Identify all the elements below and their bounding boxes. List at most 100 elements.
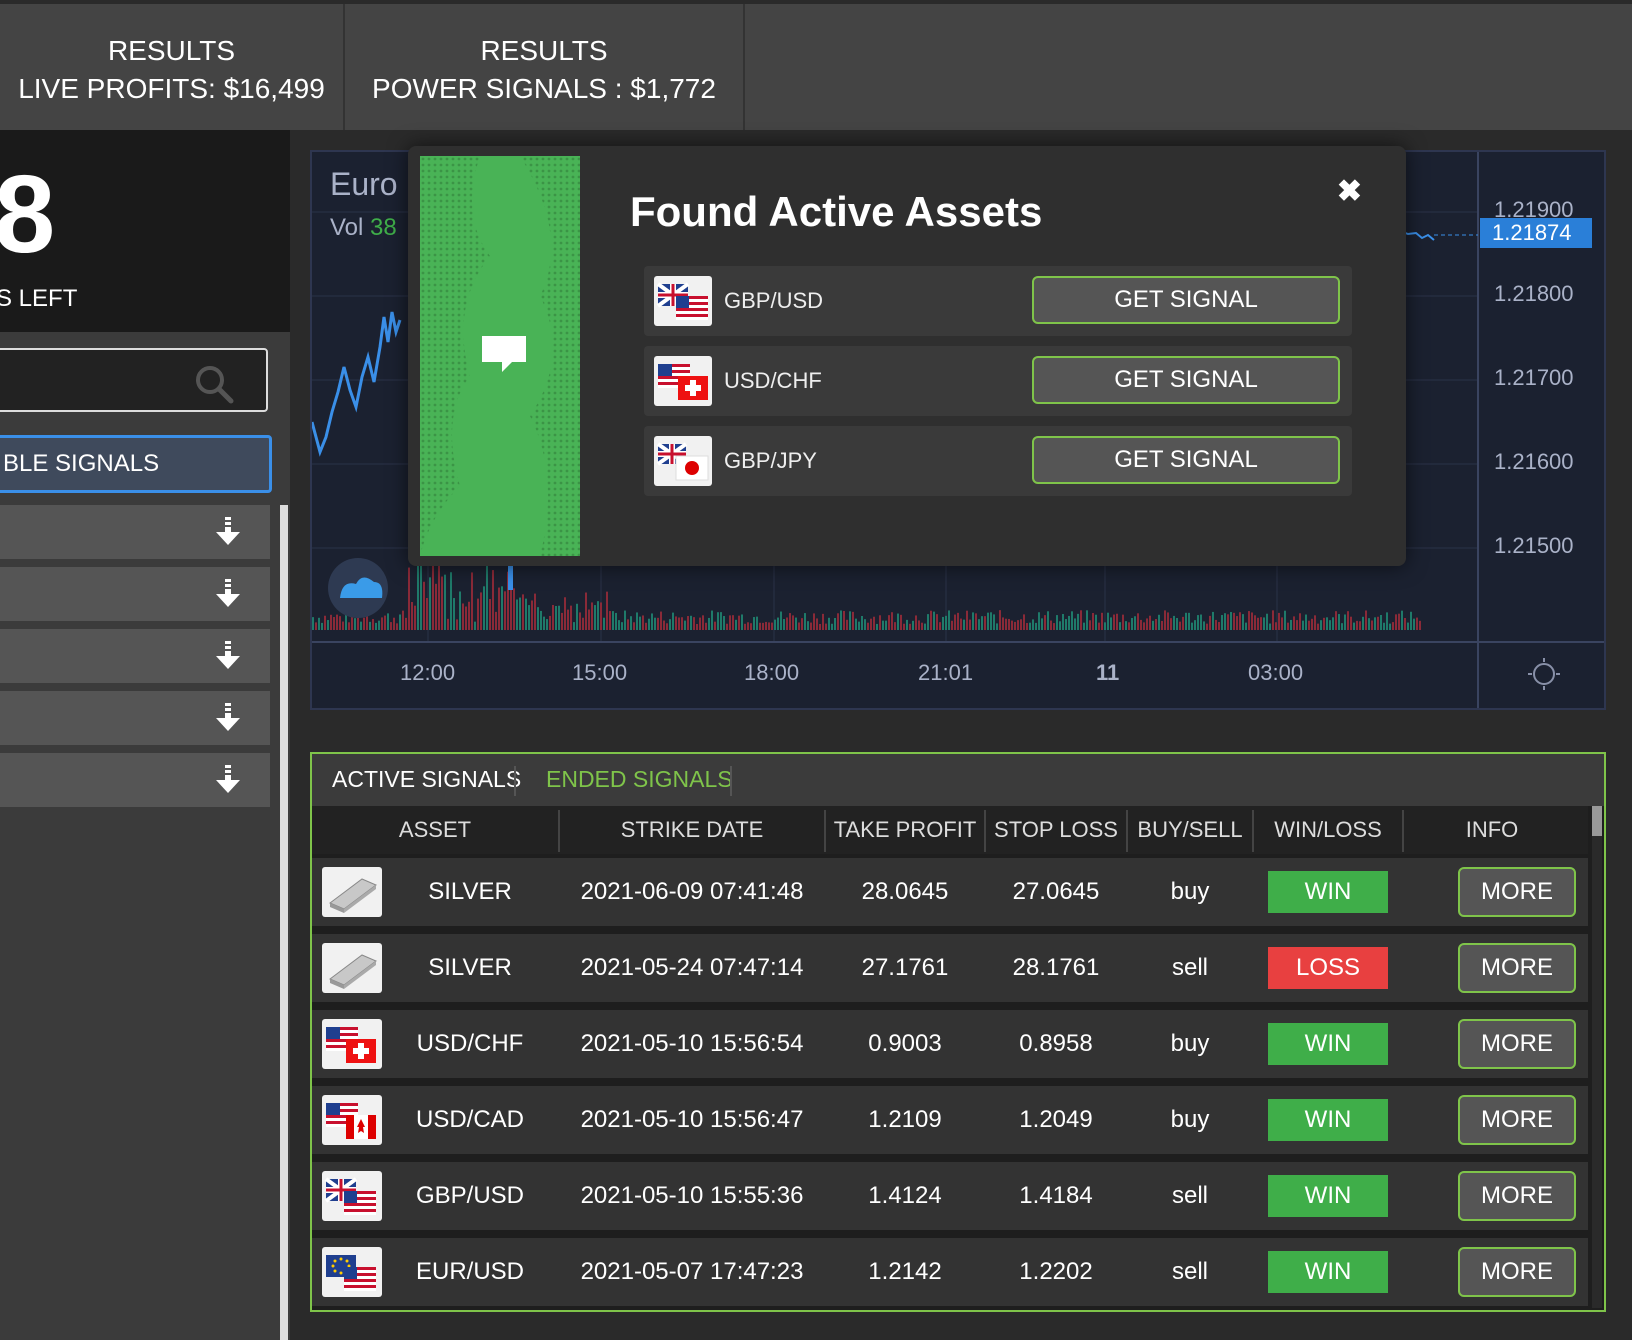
search-icon[interactable]	[194, 364, 234, 409]
column-header-strike-date: STRIKE DATE	[620, 817, 764, 842]
results-bar: RESULTS LIVE PROFITS: $16,499 RESULTS PO…	[0, 4, 1632, 130]
usd-cad-flag-icon	[322, 1095, 382, 1145]
counter-value: 8	[0, 153, 56, 276]
scrollbar-thumb[interactable]	[1592, 806, 1602, 836]
table-row: USD/CAD 2021-05-10 15:56:47 1.2109 1.204…	[312, 1086, 1588, 1154]
table-row: USD/CHF 2021-05-10 15:56:54 0.9003 0.895…	[312, 1010, 1588, 1078]
x-tick-label: 15:00	[572, 660, 628, 685]
y-tick-label: 1.21700	[1494, 365, 1574, 390]
buy-sell-cell: sell	[1171, 1182, 1208, 1209]
more-button[interactable]: MORE	[1458, 1019, 1576, 1069]
column-divider	[1402, 810, 1404, 852]
sidebar-scrollbar[interactable]	[280, 505, 288, 1340]
tab-divider	[730, 766, 732, 796]
more-button[interactable]: MORE	[1458, 1247, 1576, 1297]
buy-sell-cell: buy	[1170, 1106, 1210, 1133]
eur-usd-flag-icon	[322, 1247, 382, 1297]
table-header: ASSET STRIKE DATE TAKE PROFIT STOP LOSS …	[312, 806, 1588, 854]
more-button[interactable]: MORE	[1458, 867, 1576, 917]
column-divider	[1252, 810, 1254, 852]
sidebar-signal-item[interactable]	[0, 629, 270, 683]
strike-date-cell: 2021-05-07 17:47:23	[580, 1258, 804, 1285]
buy-sell-cell: sell	[1171, 954, 1208, 981]
column-header-win-loss: WIN/LOSS	[1274, 817, 1382, 842]
signals-tabs: ACTIVE SIGNALS ENDED SIGNALS	[312, 754, 1604, 806]
silver-bar-icon	[322, 943, 382, 993]
win-badge: WIN	[1268, 1175, 1388, 1217]
download-arrow-icon[interactable]	[216, 579, 240, 612]
more-button[interactable]: MORE	[1458, 1095, 1576, 1145]
tab-divider	[514, 766, 516, 796]
asset-cell: EUR/USD	[415, 1258, 524, 1285]
table-row: SILVER 2021-05-24 07:47:14 27.1761 28.17…	[312, 934, 1588, 1002]
take-profit-cell: 0.9003	[868, 1030, 942, 1057]
table-scrollbar[interactable]	[1592, 806, 1602, 1308]
counter-label: S LEFT	[0, 285, 78, 312]
download-arrow-icon[interactable]	[216, 641, 240, 674]
available-signals-button[interactable]: BLE SIGNALS	[0, 435, 272, 493]
chart-title: Euro	[330, 166, 398, 202]
tab-active-signals[interactable]: ACTIVE SIGNALS	[332, 766, 522, 792]
usd-chf-flag-icon	[654, 356, 712, 406]
strike-date-cell: 2021-05-10 15:55:36	[580, 1182, 804, 1209]
more-button[interactable]: MORE	[1458, 943, 1576, 993]
table-row: GBP/USD 2021-05-10 15:55:36 1.4124 1.418…	[312, 1162, 1588, 1230]
get-signal-button[interactable]: GET SIGNAL	[1032, 436, 1340, 484]
y-tick-label: 1.21900	[1494, 197, 1574, 222]
buy-sell-cell: buy	[1170, 1030, 1210, 1057]
win-badge: WIN	[1268, 1099, 1388, 1141]
table-row: SILVER 2021-06-09 07:41:48 28.0645 27.06…	[312, 858, 1588, 926]
column-divider	[1126, 810, 1128, 852]
take-profit-cell: 1.4124	[868, 1182, 942, 1209]
live-profits-box: RESULTS LIVE PROFITS: $16,499	[0, 4, 345, 130]
download-arrow-icon[interactable]	[216, 703, 240, 736]
asset-cell: SILVER	[428, 954, 512, 981]
column-header-take-profit: TAKE PROFIT	[833, 817, 977, 842]
stop-loss-cell: 1.2202	[1019, 1258, 1093, 1285]
asset-name: USD/CHF	[724, 368, 822, 393]
download-arrow-icon[interactable]	[216, 765, 240, 798]
results-label: RESULTS	[480, 35, 608, 66]
sidebar-signal-item[interactable]	[0, 753, 270, 807]
take-profit-cell: 27.1761	[861, 954, 949, 981]
stop-loss-cell: 27.0645	[1012, 878, 1100, 905]
sidebar: 8 S LEFT BLE SIGNALS	[0, 130, 290, 1340]
vol-value: 38	[370, 214, 397, 241]
column-divider	[558, 810, 560, 852]
stop-loss-cell: 0.8958	[1019, 1030, 1093, 1057]
take-profit-cell: 1.2142	[868, 1258, 942, 1285]
download-arrow-icon[interactable]	[216, 517, 240, 550]
column-header-buy-sell: BUY/SELL	[1137, 817, 1243, 842]
asset-cell: USD/CHF	[416, 1030, 524, 1057]
asset-cell: SILVER	[428, 878, 512, 905]
signals-counter: 8 S LEFT	[0, 130, 290, 332]
tab-ended-signals[interactable]: ENDED SIGNALS	[546, 766, 733, 792]
more-button[interactable]: MORE	[1458, 1171, 1576, 1221]
sidebar-signal-item[interactable]	[0, 691, 270, 745]
get-signal-button[interactable]: GET SIGNAL	[1032, 356, 1340, 404]
strike-date-cell: 2021-05-24 07:47:14	[580, 954, 804, 981]
column-divider	[824, 810, 826, 852]
y-tick-label: 1.21800	[1494, 281, 1574, 306]
signals-panel: ACTIVE SIGNALS ENDED SIGNALS ASSET STRIK…	[310, 752, 1606, 1312]
table-row: EUR/USD 2021-05-07 17:47:23 1.2142 1.220…	[312, 1238, 1588, 1306]
chart-vol-label: Vol 38	[330, 214, 397, 242]
search-input[interactable]	[0, 348, 268, 412]
usd-chf-flag-icon	[322, 1019, 382, 1069]
sidebar-signal-item[interactable]	[0, 505, 270, 559]
column-header-stop-loss: STOP LOSS	[994, 817, 1118, 842]
close-icon[interactable]: ✖	[1336, 175, 1362, 208]
asset-cell: GBP/USD	[415, 1182, 525, 1209]
sidebar-signal-item[interactable]	[0, 567, 270, 621]
loss-badge: LOSS	[1268, 947, 1388, 989]
asset-name: GBP/JPY	[724, 448, 817, 473]
price-badge: 1.21874	[1492, 220, 1572, 245]
y-tick-label: 1.21500	[1494, 533, 1574, 558]
x-tick-label: 03:00	[1248, 660, 1304, 685]
strike-date-cell: 2021-05-10 15:56:47	[580, 1106, 804, 1133]
take-profit-cell: 28.0645	[861, 878, 949, 905]
buy-sell-cell: sell	[1171, 1258, 1208, 1285]
get-signal-button[interactable]: GET SIGNAL	[1032, 276, 1340, 324]
x-tick-label: 18:00	[744, 660, 800, 685]
column-header-info: INFO	[1465, 817, 1519, 842]
